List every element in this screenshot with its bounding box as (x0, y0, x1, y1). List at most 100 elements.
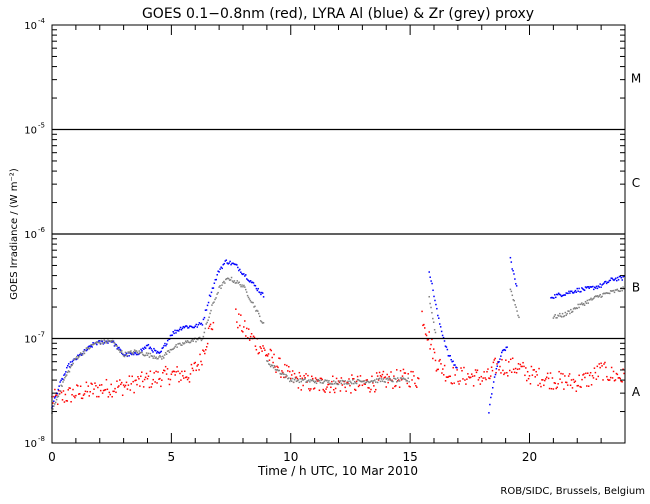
data-point (77, 393, 80, 395)
data-point (179, 372, 181, 375)
data-point (190, 325, 193, 328)
data-point (302, 384, 304, 387)
data-point (390, 379, 392, 382)
data-point (173, 347, 175, 349)
data-point (298, 371, 301, 374)
data-point (448, 355, 451, 357)
data-point (159, 377, 161, 380)
x-tick-label: 15 (402, 450, 417, 464)
data-point (204, 309, 207, 311)
data-point (284, 376, 286, 379)
data-point (121, 352, 123, 355)
data-point (557, 292, 560, 295)
data-point (88, 348, 90, 350)
data-point (120, 349, 122, 352)
data-point (349, 384, 351, 387)
data-point (563, 294, 566, 296)
data-point (316, 379, 319, 381)
data-point (203, 316, 206, 319)
data-point (153, 347, 155, 350)
data-point (549, 372, 552, 374)
y-tick-exponent: -5 (38, 122, 45, 130)
data-point (75, 358, 77, 361)
data-point (158, 352, 161, 354)
data-point (459, 380, 461, 382)
data-point (195, 323, 198, 326)
data-point (313, 387, 316, 389)
data-point (84, 390, 87, 393)
data-point (85, 349, 88, 352)
data-point (62, 378, 64, 381)
data-point (500, 372, 502, 374)
data-point (470, 373, 473, 375)
data-point (307, 374, 309, 377)
data-point (205, 309, 208, 311)
data-point (342, 380, 345, 382)
data-point (505, 346, 507, 349)
data-point (127, 351, 129, 353)
data-point (125, 352, 128, 355)
data-point (188, 326, 190, 329)
data-point (112, 340, 115, 342)
data-point (156, 350, 159, 353)
data-point (191, 367, 194, 370)
data-point (271, 364, 274, 367)
data-point (581, 378, 583, 381)
data-point (622, 276, 624, 278)
data-point (227, 277, 230, 280)
data-point (157, 357, 159, 360)
data-point (73, 395, 75, 397)
data-point (590, 286, 592, 288)
data-point (602, 293, 604, 295)
data-point (173, 332, 175, 335)
data-point (257, 352, 260, 355)
y-tick-label: 10 (24, 230, 37, 241)
data-point (245, 291, 248, 293)
data-point (296, 379, 299, 382)
data-point (592, 285, 594, 288)
data-point (293, 372, 296, 375)
data-point (523, 365, 525, 368)
data-point (599, 366, 601, 369)
data-point (83, 348, 86, 351)
data-point (109, 340, 111, 342)
data-point (379, 380, 382, 383)
data-point (299, 375, 302, 377)
data-point (512, 299, 515, 301)
data-point (161, 347, 163, 350)
data-point (183, 326, 185, 329)
data-point (79, 385, 82, 388)
data-point (313, 381, 316, 384)
data-point (593, 367, 596, 369)
data-point (623, 372, 625, 375)
data-point (177, 370, 179, 373)
data-point (66, 366, 68, 369)
data-point (179, 326, 182, 329)
data-point (97, 341, 99, 344)
data-point (239, 284, 241, 286)
data-point (293, 378, 296, 381)
data-point (589, 285, 591, 288)
data-point (101, 392, 104, 394)
data-point (509, 256, 512, 259)
data-point (146, 354, 149, 356)
data-point (69, 387, 71, 389)
data-point (145, 352, 148, 354)
data-point (60, 379, 62, 382)
data-point (568, 373, 571, 375)
data-point (55, 398, 58, 401)
data-point (226, 278, 228, 280)
data-point (267, 360, 269, 363)
data-point (207, 319, 209, 321)
data-point (594, 371, 597, 374)
data-point (248, 339, 251, 341)
data-point (168, 338, 171, 341)
data-point (175, 332, 177, 334)
data-point (385, 378, 387, 380)
data-point (238, 269, 240, 272)
data-point (193, 362, 196, 365)
data-point (390, 371, 392, 373)
data-point (423, 323, 425, 326)
data-point (82, 350, 85, 353)
data-point (595, 285, 598, 288)
